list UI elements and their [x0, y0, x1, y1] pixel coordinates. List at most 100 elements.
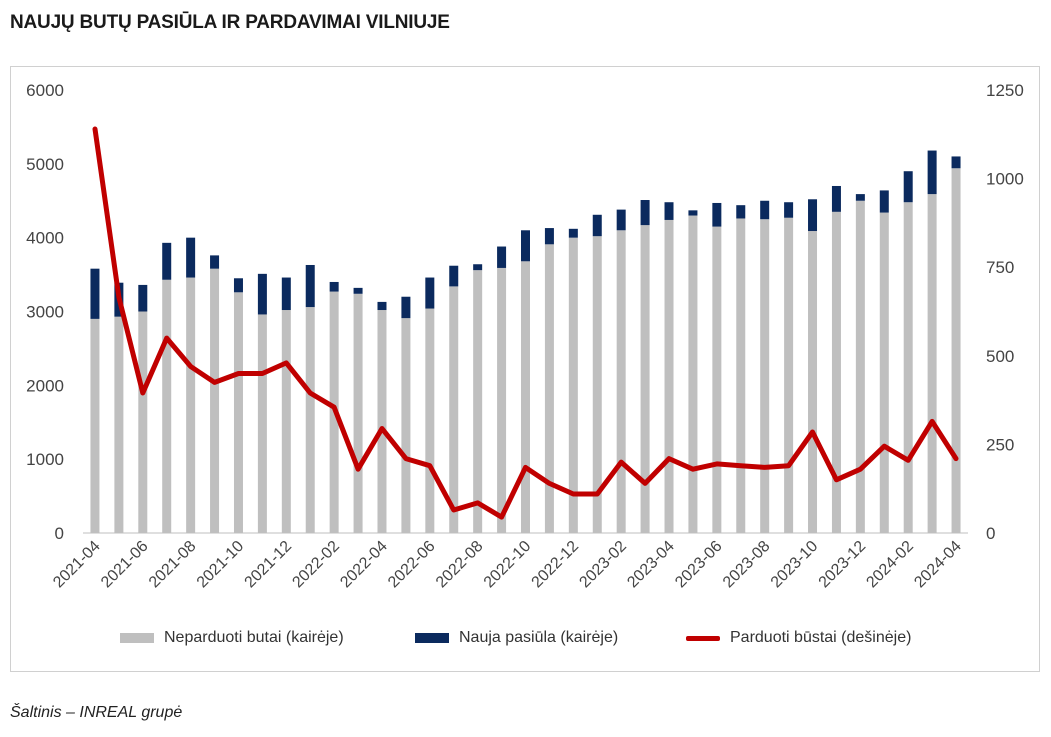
y-right-tick-label: 750 — [986, 258, 1014, 277]
x-tick-label: 2022-08 — [433, 538, 487, 592]
bar-new-supply — [640, 200, 650, 226]
x-tick-label: 2023-10 — [768, 538, 822, 592]
bar-new-supply — [162, 242, 172, 280]
x-tick-label: 2022-10 — [481, 538, 535, 592]
bar-unsold — [186, 277, 196, 533]
x-tick-label: 2021-08 — [146, 538, 200, 592]
y-right-tick-label: 500 — [986, 347, 1014, 366]
legend-item-sold: Parduoti būstai (dešinėje) — [686, 629, 911, 647]
bar-new-supply — [210, 255, 220, 269]
bar-new-supply — [592, 214, 602, 237]
bar-new-supply — [927, 150, 937, 195]
bar-unsold — [449, 286, 459, 533]
bar-new-supply — [257, 273, 267, 315]
bar-new-supply — [377, 301, 387, 311]
bar-new-supply — [784, 202, 794, 218]
bar-unsold — [831, 211, 841, 533]
bar-new-supply — [305, 264, 315, 308]
bar-unsold — [640, 225, 650, 534]
bar-unsold — [855, 200, 865, 533]
y-right-tick-label: 0 — [986, 524, 995, 543]
y-left-tick-label: 1000 — [26, 450, 64, 469]
legend-label-new-supply: Nauja pasiūla (kairėje) — [459, 629, 619, 646]
line-sold — [92, 126, 959, 520]
x-tick-label: 2023-06 — [672, 538, 726, 592]
bar-unsold — [210, 268, 220, 533]
x-tick-label: 2023-12 — [816, 538, 870, 592]
y-right-tick-label: 1250 — [986, 81, 1024, 100]
bar-new-supply — [281, 277, 291, 311]
bar-unsold — [688, 215, 698, 533]
y-left-tick-label: 2000 — [26, 376, 64, 395]
bar-new-supply — [760, 200, 770, 220]
y-right-tick-label: 1000 — [986, 170, 1024, 189]
chart-frame — [10, 66, 1040, 672]
bar-unsold — [377, 310, 387, 533]
bar-new-supply — [688, 210, 698, 216]
bar-unsold — [497, 267, 507, 533]
bar-unsold — [281, 310, 291, 533]
bar-new-supply — [855, 194, 865, 201]
bar-unsold — [927, 194, 937, 534]
bar-new-supply — [401, 296, 411, 319]
bar-new-supply — [186, 237, 196, 278]
x-tick-label: 2021-04 — [50, 538, 104, 592]
bar-new-supply — [521, 230, 530, 262]
legend-swatch-unsold — [120, 633, 154, 643]
bar-unsold — [616, 230, 626, 534]
bar-new-supply — [473, 264, 483, 271]
bar-unsold — [162, 279, 172, 533]
bar-unsold — [808, 231, 818, 533]
bar-new-supply — [449, 265, 459, 287]
bar-unsold — [473, 270, 483, 533]
source-note: Šaltinis – INREAL grupė — [10, 704, 183, 721]
y-left-tick-label: 4000 — [26, 229, 64, 248]
bar-unsold — [114, 316, 124, 533]
bar-new-supply — [879, 190, 889, 213]
bar-new-supply — [544, 228, 554, 245]
bar-unsold — [903, 202, 913, 533]
bar-new-supply — [233, 278, 243, 293]
x-tick-label: 2024-04 — [911, 538, 965, 592]
bar-unsold — [736, 218, 746, 533]
legend: Neparduoti butai (kairėje) Nauja pasiūla… — [0, 629, 1051, 653]
bar-unsold — [521, 261, 530, 533]
bar-new-supply — [951, 156, 961, 169]
bar-unsold — [544, 244, 554, 534]
bar-unsold — [425, 308, 435, 533]
x-tick-label: 2023-02 — [576, 538, 630, 592]
y-left-tick-label: 3000 — [26, 303, 64, 322]
x-tick-label: 2022-02 — [289, 538, 343, 592]
bar-new-supply — [90, 268, 100, 319]
bar-new-supply — [329, 281, 339, 292]
y-left-tick-label: 0 — [55, 524, 64, 543]
bar-unsold — [879, 212, 889, 533]
legend-label-unsold: Neparduoti butai (kairėje) — [164, 629, 344, 646]
legend-label-sold: Parduoti būstai (dešinėje) — [730, 629, 912, 646]
bar-unsold — [257, 314, 267, 533]
x-tick-label: 2024-02 — [863, 538, 917, 592]
bar-unsold — [568, 237, 578, 533]
x-tick-label: 2021-06 — [98, 538, 152, 592]
legend-swatch-new-supply — [415, 633, 449, 643]
x-tick-label: 2022-06 — [385, 538, 439, 592]
bar-unsold — [784, 217, 794, 533]
x-tick-label: 2021-10 — [194, 538, 248, 592]
bar-new-supply — [831, 185, 841, 212]
bar-new-supply — [425, 277, 435, 309]
x-tick-label: 2022-12 — [529, 538, 583, 592]
bar-new-supply — [138, 284, 148, 312]
bar-unsold — [712, 226, 722, 533]
bar-unsold — [401, 318, 411, 533]
chart-title: NAUJŲ BUTŲ PASIŪLA IR PARDAVIMAI VILNIUJ… — [10, 12, 450, 33]
bar-new-supply — [664, 202, 674, 220]
x-tick-label: 2022-04 — [337, 538, 391, 592]
bar-new-supply — [712, 202, 722, 227]
bar-unsold — [353, 293, 363, 533]
bar-unsold — [664, 219, 674, 534]
bar-unsold — [138, 311, 148, 533]
bar-unsold — [90, 318, 100, 533]
bar-new-supply — [903, 171, 913, 203]
bar-unsold — [760, 219, 770, 534]
